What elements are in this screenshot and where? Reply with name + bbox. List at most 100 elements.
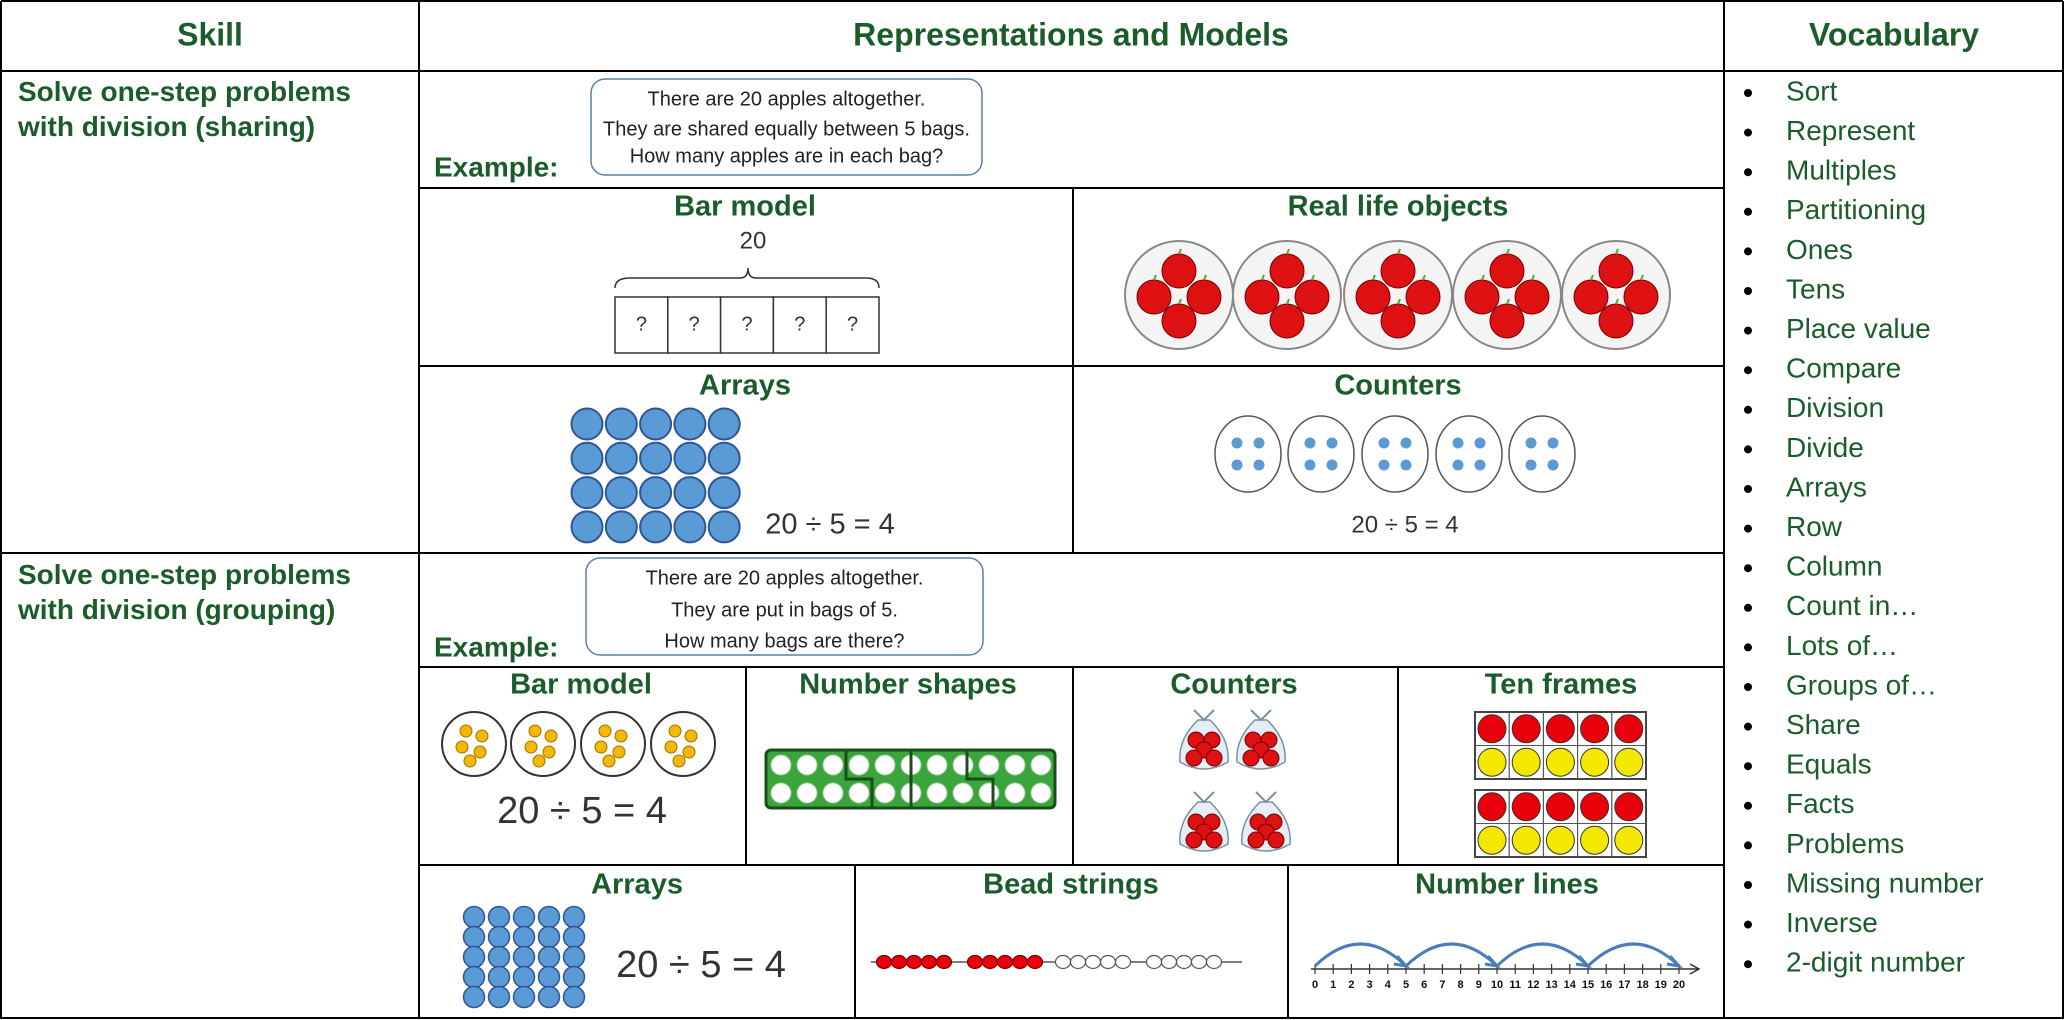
array-counter bbox=[673, 510, 707, 544]
axis-label: 6 bbox=[1421, 979, 1427, 991]
bag-tie bbox=[1250, 709, 1272, 722]
apple-stem bbox=[1615, 298, 1619, 305]
apple-stem bbox=[1286, 248, 1290, 255]
bullet bbox=[1744, 366, 1752, 375]
apple bbox=[1185, 831, 1203, 849]
text: ? bbox=[636, 313, 647, 335]
array-counter bbox=[512, 945, 536, 969]
apple-stem bbox=[1153, 274, 1157, 281]
shape-hole bbox=[1030, 754, 1052, 776]
counter-dot bbox=[1231, 437, 1243, 449]
counter-dot bbox=[1547, 459, 1559, 471]
apple bbox=[1267, 831, 1285, 849]
shape-hole bbox=[848, 754, 870, 776]
jump-head bbox=[1666, 954, 1683, 969]
bead bbox=[890, 954, 908, 970]
array-counter bbox=[537, 985, 561, 1009]
apple bbox=[1598, 303, 1634, 339]
bead bbox=[1099, 954, 1117, 970]
apple bbox=[1185, 749, 1203, 767]
axis-label: 15 bbox=[1582, 979, 1594, 991]
apple bbox=[1489, 303, 1525, 339]
axis-label: 13 bbox=[1545, 979, 1557, 991]
axis-label: 11 bbox=[1509, 979, 1521, 991]
axis-label: 4 bbox=[1385, 979, 1392, 991]
text: ? bbox=[847, 313, 858, 335]
array-counter bbox=[673, 407, 707, 441]
apple bbox=[1514, 279, 1550, 315]
array-counter bbox=[639, 510, 673, 544]
shape-hole bbox=[848, 782, 870, 804]
frame-counter bbox=[1545, 747, 1575, 777]
vocab-item: Place value bbox=[1786, 313, 1931, 344]
apple bbox=[1573, 279, 1609, 315]
array-counter bbox=[487, 965, 511, 989]
frame-counter bbox=[1511, 825, 1541, 855]
array-counter bbox=[604, 441, 638, 475]
bullet bbox=[1744, 960, 1752, 969]
bullet bbox=[1744, 722, 1752, 731]
counter-dot bbox=[1400, 459, 1412, 471]
bar-part bbox=[667, 296, 722, 354]
frame-counter bbox=[1477, 825, 1507, 855]
bead bbox=[920, 954, 938, 970]
bag-tie bbox=[1255, 791, 1277, 804]
cell-title: Arrays bbox=[699, 370, 791, 402]
example-label: Example: bbox=[434, 151, 559, 182]
array-counter bbox=[537, 925, 561, 949]
axis-label: 12 bbox=[1527, 979, 1539, 991]
apple-stem bbox=[1422, 274, 1426, 281]
bar-part bbox=[825, 296, 880, 354]
text: They are put in bags of 5. bbox=[671, 599, 898, 621]
vocab-item: Row bbox=[1786, 511, 1843, 542]
counter-dot bbox=[459, 724, 473, 738]
bead bbox=[905, 954, 923, 970]
counter-dot bbox=[1304, 437, 1316, 449]
bullet bbox=[1744, 683, 1752, 691]
apple bbox=[1269, 303, 1305, 339]
bag-tie bbox=[1193, 709, 1215, 722]
vocab-item: Lots of… bbox=[1786, 630, 1898, 661]
bead bbox=[1114, 954, 1132, 970]
bead bbox=[981, 954, 999, 970]
shape-hole bbox=[796, 782, 818, 804]
text: ? bbox=[794, 313, 805, 335]
example-box bbox=[585, 557, 984, 656]
apple-stem bbox=[1640, 274, 1644, 281]
shape-hole bbox=[1004, 782, 1026, 804]
apple-stem bbox=[1178, 298, 1182, 305]
array-counter bbox=[604, 407, 638, 441]
brace bbox=[614, 267, 880, 289]
shape-hole bbox=[1030, 782, 1052, 804]
bullet bbox=[1744, 524, 1752, 533]
counter-dot bbox=[664, 740, 678, 754]
example-box bbox=[590, 78, 983, 176]
array-counter bbox=[537, 905, 561, 929]
counter-dot bbox=[1378, 459, 1390, 471]
bullet bbox=[1744, 603, 1752, 612]
axis-label: 1 bbox=[1330, 979, 1336, 991]
array-counter bbox=[639, 476, 673, 510]
vocab-item: Problems bbox=[1786, 828, 1904, 859]
axis-label: 5 bbox=[1403, 979, 1409, 991]
cell-title: Bead strings bbox=[983, 869, 1159, 901]
axis-label: 19 bbox=[1655, 979, 1667, 991]
counter-dot bbox=[475, 729, 489, 743]
apple bbox=[1186, 279, 1222, 315]
shape-hole bbox=[926, 782, 948, 804]
bullet bbox=[1744, 920, 1752, 929]
vocab-item: Ones bbox=[1786, 234, 1853, 265]
counter-dot bbox=[528, 724, 542, 738]
array-counter bbox=[707, 407, 741, 441]
text: There are 20 apples altogether. bbox=[646, 567, 924, 589]
apple bbox=[1405, 279, 1441, 315]
apple bbox=[1244, 279, 1280, 315]
array-counter bbox=[512, 965, 536, 989]
apple bbox=[1242, 749, 1260, 767]
vocab-item: Compare bbox=[1786, 353, 1901, 384]
counter-dot bbox=[684, 729, 698, 743]
array-counter bbox=[512, 985, 536, 1009]
array-counter bbox=[512, 905, 536, 929]
axis-label: 18 bbox=[1636, 979, 1648, 991]
bead bbox=[1011, 954, 1029, 970]
